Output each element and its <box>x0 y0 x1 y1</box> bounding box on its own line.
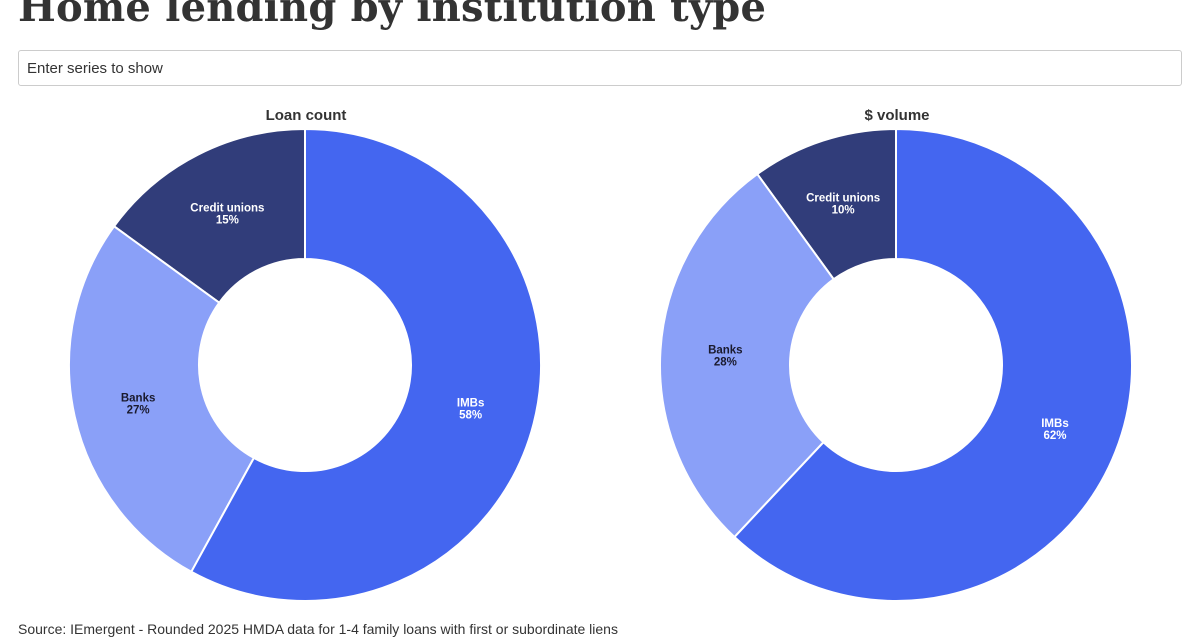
slice-value-imbs: 58% <box>459 410 482 422</box>
slice-label-imbs: IMBs <box>457 398 484 410</box>
slice-credit-unions[interactable] <box>112 127 306 305</box>
chart-title-loan-count: Loan count <box>266 107 347 124</box>
slice-label-credit-unions: Credit unions <box>190 203 264 215</box>
chart-title-dollar-volume: $ volume <box>864 107 929 124</box>
slice-value-banks: 27% <box>127 404 150 416</box>
slice-banks[interactable] <box>68 224 256 574</box>
slice-imbs[interactable] <box>733 127 1133 602</box>
slice-imbs[interactable] <box>189 127 542 602</box>
page-title: Home lending by institution type <box>18 0 767 31</box>
slice-value-banks: 28% <box>714 356 737 368</box>
slice-value-credit-unions: 15% <box>216 215 239 227</box>
slice-label-banks: Banks <box>121 392 156 404</box>
slice-label-banks: Banks <box>708 344 743 356</box>
source-note: Source: IEmergent - Rounded 2025 HMDA da… <box>18 621 618 637</box>
series-search-input[interactable] <box>18 50 1182 86</box>
slice-value-credit-unions: 10% <box>832 204 855 216</box>
slice-label-credit-unions: Credit unions <box>806 192 880 204</box>
slice-label-imbs: IMBs <box>1041 418 1068 430</box>
slice-banks[interactable] <box>659 172 836 539</box>
slice-value-imbs: 62% <box>1043 430 1066 442</box>
